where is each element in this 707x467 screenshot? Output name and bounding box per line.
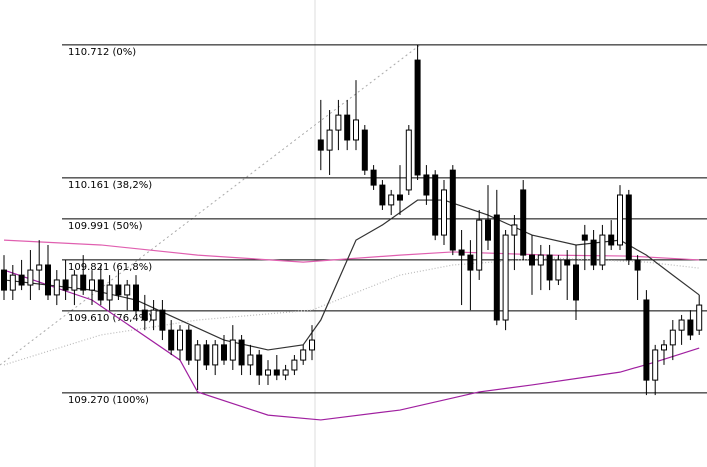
candle-body bbox=[687, 319, 694, 336]
candle-body bbox=[476, 219, 483, 271]
candle-body bbox=[661, 344, 667, 351]
candle-body bbox=[441, 189, 447, 236]
candle-body bbox=[62, 279, 69, 291]
candle-body bbox=[115, 284, 122, 296]
candle-body bbox=[256, 354, 263, 376]
candle-body bbox=[537, 254, 544, 266]
candle-body bbox=[511, 224, 518, 236]
candle-body bbox=[529, 254, 535, 266]
candle-body bbox=[203, 344, 210, 366]
candle-body bbox=[669, 329, 676, 346]
candle-body bbox=[590, 239, 597, 266]
candle-body bbox=[493, 214, 500, 321]
candle-body bbox=[449, 169, 456, 251]
candle-body bbox=[53, 279, 60, 296]
candle-body bbox=[89, 279, 95, 291]
candle-body bbox=[238, 339, 245, 366]
candle-body bbox=[379, 184, 386, 206]
candle-body bbox=[634, 259, 641, 271]
candle-body bbox=[485, 219, 491, 241]
candle-body bbox=[45, 264, 51, 296]
candle-body bbox=[520, 189, 527, 256]
candle-body bbox=[335, 114, 342, 131]
candle-body bbox=[414, 59, 421, 176]
candle-body bbox=[1, 269, 7, 291]
candle-body bbox=[309, 339, 315, 351]
candle-body bbox=[247, 354, 254, 366]
candle-body bbox=[573, 264, 579, 301]
candle-body bbox=[221, 344, 227, 361]
candle-body bbox=[353, 119, 359, 141]
fibo-label: 109.821 (61,8%) bbox=[68, 262, 152, 273]
candle-body bbox=[141, 309, 148, 321]
candle-body bbox=[177, 329, 183, 351]
candle-body bbox=[150, 309, 157, 321]
candle-body bbox=[97, 279, 104, 301]
candle-body bbox=[229, 339, 236, 361]
candle-body bbox=[212, 344, 219, 366]
candle-body bbox=[423, 174, 430, 196]
fibo-label: 110.712 (0%) bbox=[68, 47, 136, 58]
candle-body bbox=[643, 299, 650, 381]
candle-body bbox=[564, 259, 571, 266]
candle-body bbox=[581, 234, 588, 241]
candle-body bbox=[361, 129, 368, 171]
candle-body bbox=[397, 194, 403, 201]
candle-body bbox=[617, 194, 623, 246]
fibo-trend-line bbox=[0, 44, 421, 366]
candle-body bbox=[133, 284, 139, 311]
fibo-label: 109.270 (100%) bbox=[68, 395, 149, 406]
candle-body bbox=[36, 264, 43, 271]
candle-body bbox=[696, 304, 703, 331]
candle-body bbox=[555, 259, 562, 281]
candle-body bbox=[326, 129, 333, 151]
fibo-label: 109.991 (50%) bbox=[68, 221, 143, 232]
candle-body bbox=[273, 369, 280, 376]
candle-body bbox=[652, 349, 659, 381]
candle-body bbox=[9, 274, 16, 291]
candle-body bbox=[678, 319, 685, 331]
candle-body bbox=[625, 194, 632, 261]
candle-body bbox=[432, 174, 439, 236]
candle-body bbox=[458, 249, 465, 256]
candle-body bbox=[599, 234, 606, 266]
candle-body bbox=[71, 274, 78, 291]
candle-body bbox=[185, 329, 192, 361]
moving-average bbox=[3, 269, 700, 421]
moving-average bbox=[3, 257, 700, 366]
candle-body bbox=[265, 369, 271, 376]
candle-body bbox=[317, 139, 324, 151]
candle-body bbox=[300, 349, 307, 361]
candle-body bbox=[467, 254, 474, 271]
candle-body bbox=[27, 269, 34, 286]
candle-body bbox=[80, 274, 87, 291]
candle-body bbox=[370, 169, 377, 186]
candle-body bbox=[282, 369, 289, 376]
candle-body bbox=[168, 329, 175, 351]
candle-body bbox=[291, 359, 298, 371]
candle-body bbox=[159, 309, 166, 331]
fibo-label: 110.161 (38,2%) bbox=[68, 180, 152, 191]
candle-body bbox=[546, 254, 553, 281]
candle-body bbox=[18, 274, 25, 286]
candle-body bbox=[502, 234, 509, 321]
candle-body bbox=[124, 284, 131, 296]
candle-body bbox=[194, 344, 201, 361]
fibo-label: 109.610 (76,4%) bbox=[68, 313, 152, 324]
candle-body bbox=[608, 234, 615, 246]
candle-body bbox=[405, 129, 412, 191]
candle-body bbox=[106, 284, 113, 301]
candle-body bbox=[388, 194, 395, 206]
candle-body bbox=[344, 114, 351, 141]
